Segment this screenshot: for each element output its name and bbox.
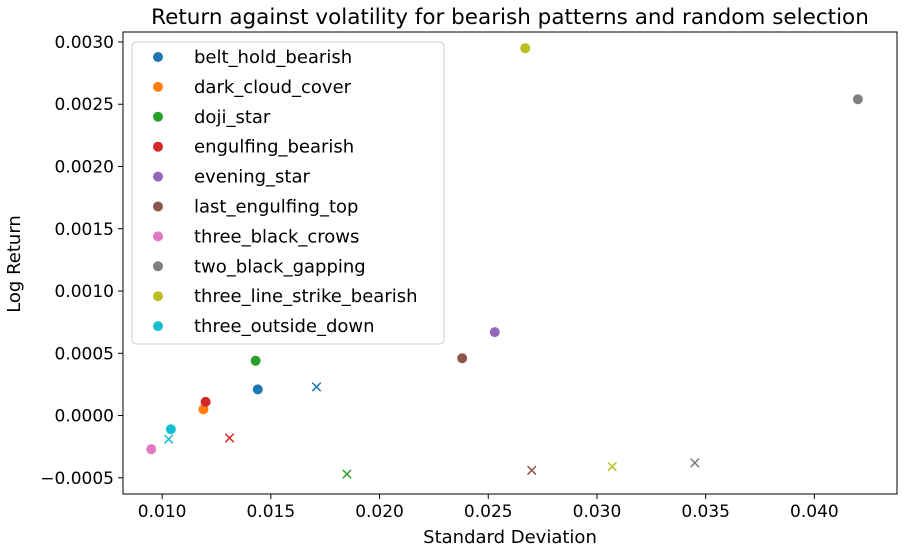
pattern-point-two-black-gapping <box>852 94 863 105</box>
legend-marker <box>153 291 163 302</box>
y-tick-label: 0.0025 <box>55 95 114 115</box>
x-tick-label: 0.020 <box>355 502 404 522</box>
random-point-two-black-gapping <box>690 458 700 468</box>
x-tick-label: 0.030 <box>573 502 622 522</box>
legend-entry-evening-star: evening_star <box>153 167 311 188</box>
random-point-last-engulfing-top <box>527 465 537 476</box>
legend-entry-doji-star: doji_star <box>153 107 271 128</box>
random-point-doji-star <box>342 469 352 479</box>
legend-box <box>131 41 445 345</box>
legend-entry-three-black-crows: three_black_crows <box>153 226 359 247</box>
legend-marker <box>153 201 163 212</box>
x-tick-label: 0.010 <box>138 502 187 522</box>
legend-marker <box>153 52 163 62</box>
legend-label: two_black_gapping <box>194 256 366 277</box>
legend-marker <box>153 231 163 242</box>
data-points <box>146 43 863 479</box>
pattern-point-three-black-crows <box>146 444 157 455</box>
legend-entry-three-line-strike-bearish: three_line_strike_bearish <box>153 286 418 307</box>
legend-entry-belt-hold-bearish: belt_hold_bearish <box>153 47 352 68</box>
legend-marker <box>153 81 163 92</box>
legend: belt_hold_bearish dark_cloud_cover doji_st… <box>131 41 445 345</box>
random-point-belt-hold-bearish <box>311 382 322 392</box>
x-tick-label: 0.040 <box>790 502 839 522</box>
y-tick-label: −0.0005 <box>40 469 114 489</box>
legend-entry-two-black-gapping: two_black_gapping <box>153 256 366 277</box>
y-axis: −0.0005 0.0000 0.0005 0.0010 0.0015 0.0020 0.0… <box>40 33 123 489</box>
pattern-point-belt-hold-bearish <box>252 384 263 395</box>
legend-entry-dark-cloud-cover: dark_cloud_cover <box>153 77 352 98</box>
y-axis-label: Log Return <box>4 215 25 313</box>
legend-label: three_line_strike_bearish <box>194 286 418 307</box>
pattern-point-evening-star <box>489 327 500 338</box>
chart-title: Return against volatility for bearish pa… <box>151 5 869 30</box>
legend-entry-three-outside-down: three_outside_down <box>153 316 375 337</box>
y-tick-label: 0.0005 <box>55 344 114 364</box>
random-point-three-line-strike-bearish <box>607 461 617 472</box>
legend-marker <box>153 141 163 152</box>
legend-marker <box>153 171 163 182</box>
legend-label: last_engulfing_top <box>194 197 358 218</box>
legend-marker <box>153 261 163 272</box>
pattern-point-three-outside-down <box>165 424 176 435</box>
pattern-point-last-engulfing-top <box>457 353 468 364</box>
legend-label: engulfing_bearish <box>194 137 354 158</box>
legend-label: three_outside_down <box>194 316 375 337</box>
random-point-engulfing-bearish <box>224 433 235 443</box>
plot-area: 0.010 0.015 0.020 0.025 0.030 0.035 0.040 −0.0… <box>40 31 898 522</box>
legend-entry-last-engulfing-top: last_engulfing_top <box>153 197 358 218</box>
y-tick-label: 0.0030 <box>55 33 114 53</box>
legend-label: belt_hold_bearish <box>194 47 352 68</box>
x-axis-label: Standard Deviation <box>423 527 597 548</box>
y-tick-label: 0.0015 <box>55 220 114 240</box>
y-tick-label: 0.0000 <box>55 407 114 427</box>
random-point-three-outside-down <box>163 434 174 444</box>
pattern-point-three-line-strike-bearish <box>520 43 531 54</box>
y-tick-label: 0.0020 <box>55 157 114 177</box>
plot-frame <box>122 31 898 495</box>
y-tick-label: 0.0010 <box>55 282 114 302</box>
x-tick-label: 0.025 <box>464 502 513 522</box>
x-tick-label: 0.015 <box>247 502 296 522</box>
pattern-point-engulfing-bearish <box>200 396 211 407</box>
legend-label: evening_star <box>194 167 311 188</box>
legend-marker <box>153 111 163 122</box>
pattern-point-doji-star <box>250 355 261 366</box>
legend-entry-engulfing-bearish: engulfing_bearish <box>153 137 354 158</box>
legend-label: doji_star <box>194 107 271 128</box>
legend-marker <box>153 321 163 332</box>
x-tick-label: 0.035 <box>681 502 730 522</box>
legend-label: dark_cloud_cover <box>194 77 352 98</box>
x-axis: 0.010 0.015 0.020 0.025 0.030 0.035 0.040 <box>138 494 839 522</box>
legend-label: three_black_crows <box>194 226 359 247</box>
